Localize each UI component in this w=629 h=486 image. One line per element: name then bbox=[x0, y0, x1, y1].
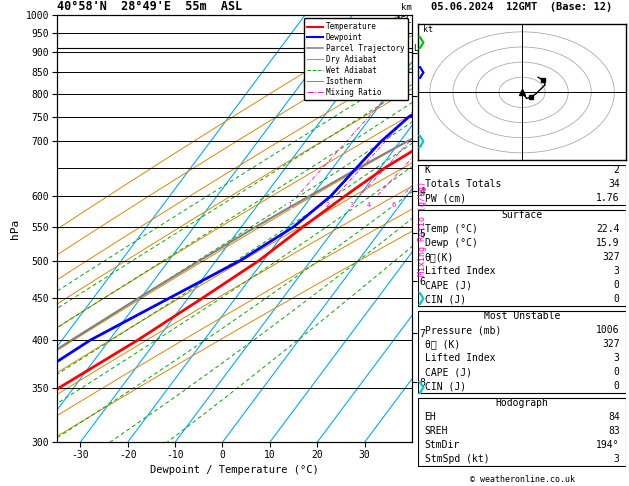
Text: 3: 3 bbox=[349, 202, 353, 208]
Text: CIN (J): CIN (J) bbox=[425, 381, 465, 391]
Text: θᴀ (K): θᴀ (K) bbox=[425, 339, 460, 349]
Text: 1006: 1006 bbox=[596, 325, 620, 335]
Text: Lifted Index: Lifted Index bbox=[425, 266, 495, 276]
Text: StmSpd (kt): StmSpd (kt) bbox=[425, 454, 489, 464]
Text: 1: 1 bbox=[287, 202, 291, 208]
Text: 84: 84 bbox=[608, 412, 620, 422]
Y-axis label: hPa: hPa bbox=[10, 218, 20, 239]
Text: 327: 327 bbox=[602, 339, 620, 349]
Text: 05.06.2024  12GMT  (Base: 12): 05.06.2024 12GMT (Base: 12) bbox=[431, 2, 613, 12]
Text: 3: 3 bbox=[614, 266, 620, 276]
Text: CAPE (J): CAPE (J) bbox=[425, 367, 472, 377]
Text: 3: 3 bbox=[614, 454, 620, 464]
Text: 22.4: 22.4 bbox=[596, 224, 620, 234]
Text: 2: 2 bbox=[614, 165, 620, 175]
Text: Dewp (°C): Dewp (°C) bbox=[425, 238, 477, 248]
Text: 0: 0 bbox=[614, 367, 620, 377]
Text: ❯: ❯ bbox=[415, 66, 426, 79]
Text: K: K bbox=[425, 165, 430, 175]
Text: 0: 0 bbox=[614, 280, 620, 290]
Text: Totals Totals: Totals Totals bbox=[425, 179, 501, 189]
Text: kt: kt bbox=[423, 25, 433, 34]
Text: Lifted Index: Lifted Index bbox=[425, 353, 495, 363]
Text: ❯: ❯ bbox=[415, 135, 426, 148]
Text: 1.76: 1.76 bbox=[596, 193, 620, 203]
Text: 0: 0 bbox=[614, 294, 620, 304]
X-axis label: Dewpoint / Temperature (°C): Dewpoint / Temperature (°C) bbox=[150, 466, 319, 475]
Text: CAPE (J): CAPE (J) bbox=[425, 280, 472, 290]
Text: 0: 0 bbox=[614, 381, 620, 391]
Text: © weatheronline.co.uk: © weatheronline.co.uk bbox=[470, 474, 574, 484]
Text: ❯: ❯ bbox=[415, 36, 426, 49]
Text: Hodograph: Hodograph bbox=[496, 398, 548, 408]
Text: Pressure (mb): Pressure (mb) bbox=[425, 325, 501, 335]
Text: 6: 6 bbox=[392, 202, 396, 208]
Text: Mixing Ratio (g/kg): Mixing Ratio (g/kg) bbox=[418, 181, 427, 276]
Text: 40°58'N  28°49'E  55m  ASL: 40°58'N 28°49'E 55m ASL bbox=[57, 0, 242, 14]
Text: 194°: 194° bbox=[596, 440, 620, 450]
Text: 327: 327 bbox=[602, 252, 620, 262]
Text: ❯: ❯ bbox=[415, 292, 426, 305]
Text: ❯: ❯ bbox=[415, 381, 426, 394]
Legend: Temperature, Dewpoint, Parcel Trajectory, Dry Adiabat, Wet Adiabat, Isotherm, Mi: Temperature, Dewpoint, Parcel Trajectory… bbox=[304, 18, 408, 101]
Text: Most Unstable: Most Unstable bbox=[484, 311, 560, 321]
Text: 15.9: 15.9 bbox=[596, 238, 620, 248]
Text: 34: 34 bbox=[608, 179, 620, 189]
Text: EH: EH bbox=[425, 412, 437, 422]
Text: Surface: Surface bbox=[501, 210, 543, 220]
Text: StmDir: StmDir bbox=[425, 440, 460, 450]
Text: Temp (°C): Temp (°C) bbox=[425, 224, 477, 234]
Text: ASL: ASL bbox=[396, 16, 412, 25]
Text: km: km bbox=[401, 3, 412, 13]
Text: 83: 83 bbox=[608, 426, 620, 436]
Text: PW (cm): PW (cm) bbox=[425, 193, 465, 203]
Text: 3: 3 bbox=[614, 353, 620, 363]
Text: 4: 4 bbox=[367, 202, 370, 208]
Text: CIN (J): CIN (J) bbox=[425, 294, 465, 304]
Text: θᴀ(K): θᴀ(K) bbox=[425, 252, 454, 262]
Text: 2: 2 bbox=[325, 202, 330, 208]
Text: LCL: LCL bbox=[413, 44, 428, 52]
Text: SREH: SREH bbox=[425, 426, 448, 436]
